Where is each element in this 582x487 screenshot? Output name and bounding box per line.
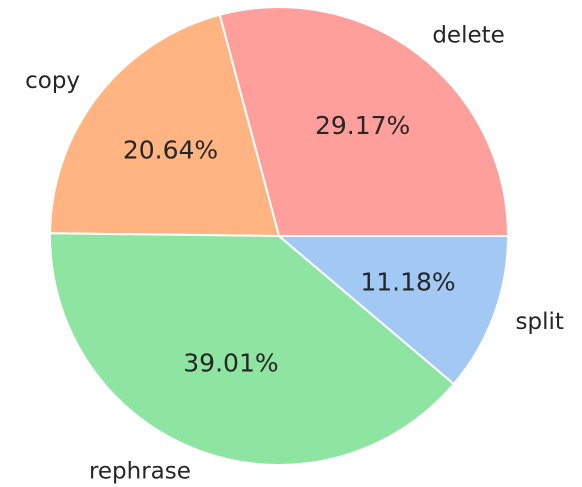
slice-percent: 29.17% bbox=[315, 111, 410, 140]
pie-slice bbox=[49, 232, 456, 466]
slice-label: rephrase bbox=[89, 459, 191, 485]
slice-label: delete bbox=[432, 23, 504, 49]
slice-percent: 39.01% bbox=[183, 349, 278, 378]
pie-slice bbox=[218, 6, 510, 237]
pie-slice bbox=[276, 235, 510, 386]
slice-percent: 11.18% bbox=[360, 267, 455, 296]
pie-slice bbox=[49, 13, 281, 238]
slice-label: split bbox=[516, 309, 564, 335]
slice-percent: 20.64% bbox=[123, 136, 218, 165]
slice-label: copy bbox=[25, 68, 80, 94]
